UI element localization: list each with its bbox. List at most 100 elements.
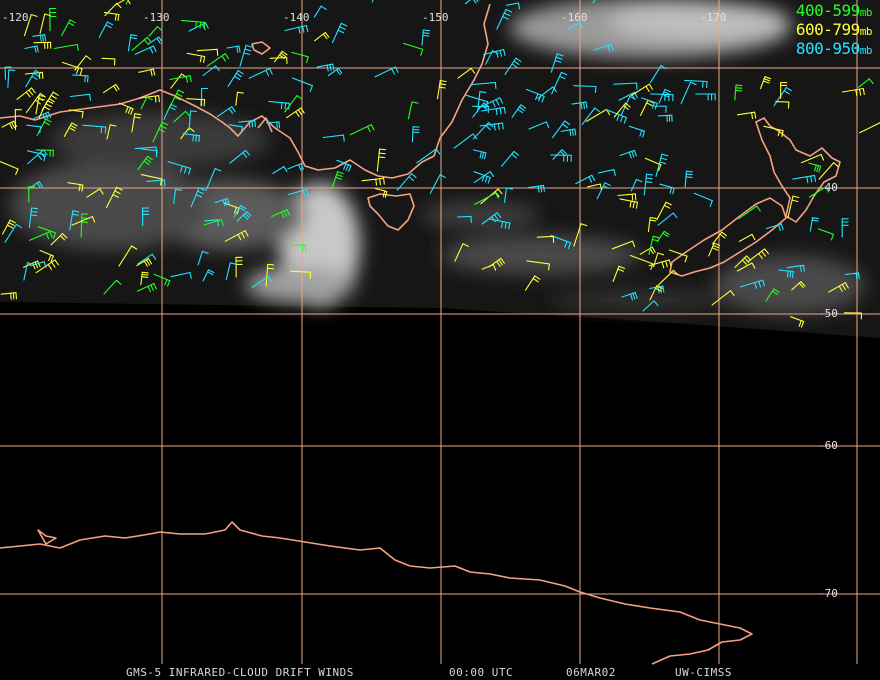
barb-flag <box>283 166 288 173</box>
barb-flag <box>114 13 117 21</box>
wind-barb <box>186 98 206 107</box>
nz-south-island <box>669 197 787 277</box>
barb-flag <box>602 185 610 189</box>
barb-flag <box>117 13 120 21</box>
barb-flag <box>233 75 241 81</box>
barb-flag <box>751 112 754 120</box>
barb-flag <box>332 63 335 71</box>
barb-flag <box>594 107 601 113</box>
barb-flag <box>778 224 781 232</box>
wind-barb <box>86 188 104 198</box>
wind-barb <box>552 120 571 139</box>
wind-barb <box>115 0 131 5</box>
wind-barb <box>657 269 679 286</box>
barb-flag <box>625 102 631 108</box>
barb-shaft <box>125 0 129 5</box>
barb-flag <box>855 272 858 280</box>
wind-barb <box>104 2 122 17</box>
barb-flag <box>492 50 499 55</box>
barb-flag <box>634 193 637 201</box>
wind-barb <box>29 231 53 241</box>
barb-flag <box>49 231 53 238</box>
barb-flag <box>231 106 236 113</box>
barb-flag <box>50 255 54 263</box>
barb-flag <box>336 69 341 76</box>
wind-barb <box>489 218 511 230</box>
barb-shaft <box>800 153 822 164</box>
barb-flag <box>45 112 49 120</box>
barb-flag <box>329 64 332 72</box>
barb-shaft <box>642 300 655 312</box>
barb-flag <box>713 242 721 247</box>
barb-flag <box>226 197 230 205</box>
wind-barb <box>289 244 307 252</box>
wind-barb <box>316 63 335 72</box>
barb-flag <box>685 170 693 173</box>
barb-flag <box>653 300 659 306</box>
barb-shaft <box>587 183 601 188</box>
wind-barb <box>596 182 611 200</box>
wind-barb <box>233 205 247 218</box>
wind-barb <box>668 249 688 263</box>
barb-flag <box>658 164 662 171</box>
barb-flag <box>811 219 819 222</box>
barb-flag <box>106 21 114 26</box>
wind-barb <box>739 279 766 289</box>
wind-barb <box>511 104 527 118</box>
barb-shaft <box>649 65 662 84</box>
barb-flag <box>235 72 242 78</box>
barb-flag <box>632 201 635 209</box>
barb-flag <box>43 154 46 162</box>
barb-flag <box>617 268 624 272</box>
barb-flag <box>513 150 520 156</box>
wind-barb <box>828 282 849 293</box>
barb-flag <box>411 173 417 179</box>
barb-flag <box>631 193 634 201</box>
barb-flag <box>764 248 769 255</box>
barb-flag <box>661 261 665 269</box>
barb-shaft <box>101 57 116 60</box>
barb-flag <box>517 2 521 10</box>
wind-barb <box>483 48 506 58</box>
wind-barb <box>68 109 84 119</box>
barb-flag <box>158 95 160 103</box>
wind-barb <box>605 109 627 124</box>
barb-flag <box>240 232 245 239</box>
barb-flag <box>154 95 157 103</box>
wind-barb <box>641 97 658 110</box>
wind-barb <box>53 43 79 51</box>
barb-flag <box>844 282 849 289</box>
barb-flag <box>48 98 55 103</box>
barb-flag <box>479 151 482 159</box>
barb-flag <box>588 176 593 183</box>
wind-barb <box>136 258 153 267</box>
barb-flag <box>518 106 525 112</box>
wind-barb <box>170 271 192 279</box>
barb-flag <box>661 153 669 157</box>
barb-flag <box>89 93 91 101</box>
legend-unit: mb <box>859 25 873 38</box>
wind-barb <box>738 233 756 242</box>
barb-flag <box>435 148 441 155</box>
barb-flag <box>324 31 330 38</box>
barb-shaft <box>39 13 46 34</box>
wind-barb <box>14 109 22 131</box>
barb-flag <box>591 174 596 182</box>
barb-shaft <box>140 96 148 110</box>
barb-flag <box>185 75 189 83</box>
barb-flag <box>143 39 149 45</box>
barb-shaft <box>322 134 345 139</box>
barb-flag <box>665 201 672 206</box>
barb-flag <box>51 261 56 268</box>
latitude-labels: -40 -50 -60 -70 <box>818 181 838 600</box>
infrared-imagery <box>0 0 880 338</box>
barb-flag <box>663 91 670 95</box>
wind-barb <box>4 66 12 80</box>
barb-flag <box>758 253 763 259</box>
barb-flag <box>131 245 138 250</box>
wind-barb <box>180 19 206 29</box>
wind-barb <box>125 0 129 5</box>
barb-flag <box>580 223 588 227</box>
barb-flag <box>236 91 244 94</box>
